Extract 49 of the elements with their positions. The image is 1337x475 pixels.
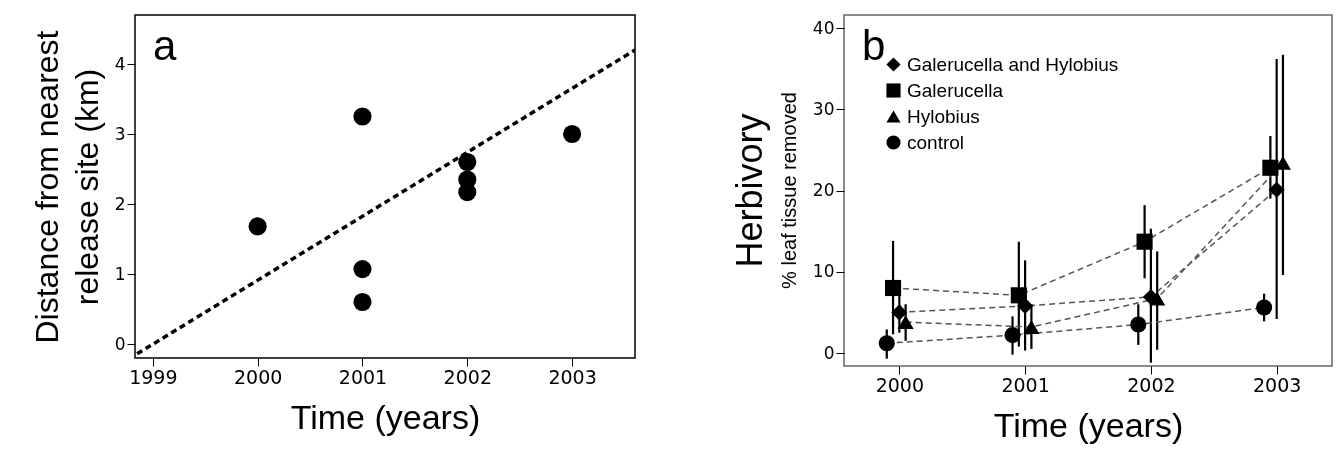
y-tick-label: 4	[114, 53, 126, 74]
point	[891, 304, 908, 321]
y-axis-title: Herbivory % leaf tissue removed	[729, 92, 800, 289]
y-axis-title: Distance from nearest release site (km)	[28, 30, 105, 344]
x-axis-title: Time (years)	[993, 405, 1184, 444]
y-tick-label: 0	[823, 342, 835, 363]
y-tick-label: 30	[812, 98, 835, 119]
point	[1262, 159, 1279, 176]
y-tick-label: 0	[114, 333, 126, 354]
point	[1256, 299, 1273, 316]
x-tick-label: 2003	[548, 365, 597, 388]
point	[458, 183, 477, 202]
point	[1268, 181, 1285, 198]
legend-label: Hylobius	[907, 105, 980, 127]
point	[353, 260, 372, 279]
y-tick-label: 40	[812, 17, 835, 38]
x-tick-label: 2000	[875, 373, 925, 396]
legend-label: control	[907, 131, 965, 153]
x-tick-label: 2001	[338, 365, 388, 388]
point	[1004, 327, 1021, 344]
y-tick-label: 20	[812, 180, 835, 200]
point	[884, 279, 902, 297]
y-tick-label: 2	[114, 193, 126, 214]
legend-label: Galerucella and Hylobius	[907, 53, 1119, 75]
point	[563, 124, 582, 144]
annotation: b	[862, 22, 886, 69]
point	[897, 315, 914, 330]
point	[353, 292, 372, 312]
point	[1130, 316, 1147, 333]
point	[1023, 320, 1040, 334]
x-tick-label: 2002	[1127, 373, 1176, 396]
x-tick-label: 2003	[1252, 373, 1302, 396]
annotation: a	[153, 22, 177, 69]
y-tick-label: 10	[812, 261, 835, 282]
x-tick-label: 2001	[1001, 373, 1050, 396]
x-tick-label: 2000	[233, 365, 283, 388]
x-tick-label: 1999	[129, 365, 178, 388]
x-tick-label: 2002	[443, 365, 492, 388]
point	[458, 152, 477, 172]
point	[1149, 291, 1166, 306]
y-tick-label: 1	[114, 263, 126, 284]
x-axis-title: Time (years)	[290, 397, 481, 436]
y-tick-label: 3	[114, 123, 126, 144]
point	[353, 107, 372, 126]
point	[1136, 233, 1153, 250]
point	[1010, 287, 1027, 304]
point	[248, 217, 267, 236]
legend-label: Galerucella	[907, 79, 1004, 101]
point	[878, 335, 895, 352]
